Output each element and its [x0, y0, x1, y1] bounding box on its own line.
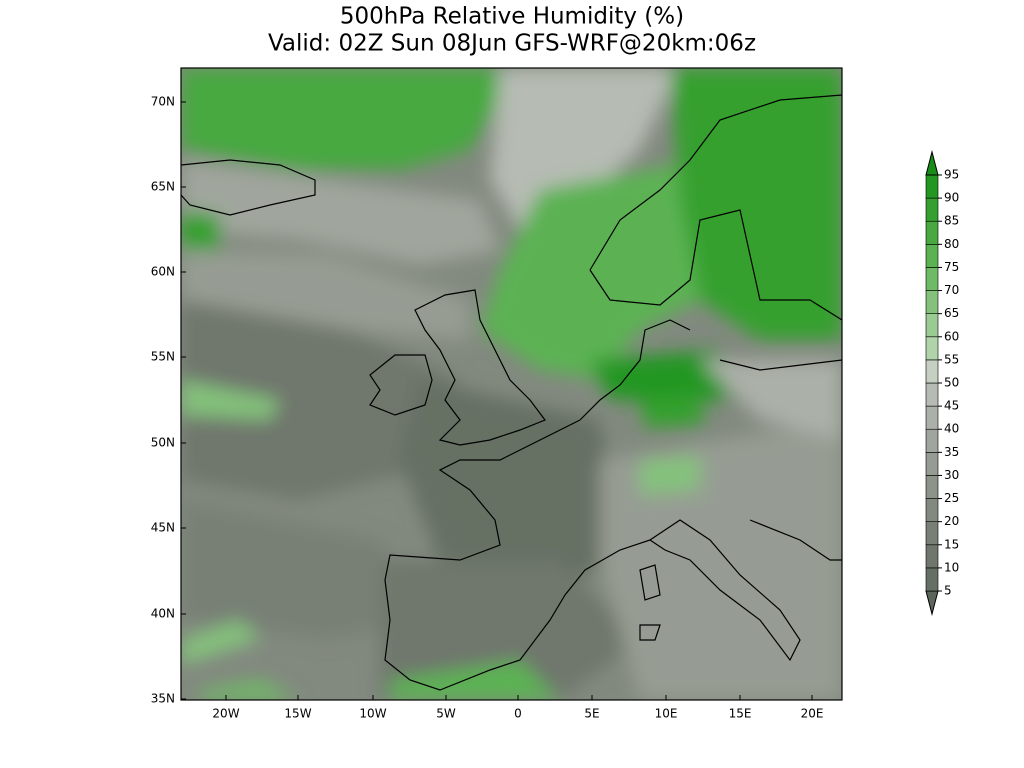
map-frame [180, 67, 843, 701]
colorbar-swatch [925, 382, 939, 407]
colorbar-label: 10 [944, 560, 959, 574]
lon-label: 5W [436, 707, 456, 721]
lat-label: 55N [151, 350, 175, 364]
colorbar-label: 50 [944, 376, 959, 390]
lon-label: 10W [359, 707, 386, 721]
lat-label: 65N [151, 180, 175, 194]
lon-label: 10E [655, 707, 678, 721]
colorbar-swatch [925, 267, 939, 291]
colorbar-swatch [925, 174, 939, 199]
axes: 70N 65N 60N 55N 50N 45N 40N 35N 20W 15W 10W 5W 0 5E 10… [151, 95, 824, 721]
colorbar-swatch [925, 498, 939, 522]
lat-label: 45N [151, 521, 175, 535]
colorbar-swatch [925, 336, 939, 361]
colorbar-swatch [925, 313, 939, 338]
lat-label: 50N [151, 436, 175, 450]
colorbar-label: 30 [944, 468, 959, 482]
colorbar-label: 15 [944, 537, 959, 551]
colorbar-label: 80 [944, 237, 959, 251]
lon-label: 5E [584, 707, 599, 721]
colorbar-label: 75 [944, 260, 959, 274]
colorbar-label: 70 [944, 283, 959, 297]
lat-label: 40N [151, 607, 175, 621]
colorbar-swatch [925, 567, 939, 592]
colorbar-label: 90 [944, 191, 959, 205]
colorbar-label: 65 [944, 306, 959, 320]
colorbar-swatch [925, 290, 939, 314]
colorbar-swatch [925, 405, 939, 430]
lon-label: 15W [284, 707, 311, 721]
colorbar-swatch [925, 544, 939, 569]
colorbar-swatch [925, 220, 939, 245]
lon-label: 20E [801, 707, 824, 721]
colorbar-swatch [925, 359, 939, 384]
lon-label: 15E [729, 707, 752, 721]
colorbar-label: 85 [944, 214, 959, 228]
colorbar-swatch [925, 428, 939, 453]
colorbar-label: 55 [944, 352, 959, 366]
colorbar-swatch [925, 475, 939, 499]
colorbar-swatch [925, 521, 939, 546]
colorbar-label: 20 [944, 514, 959, 528]
colorbar-swatch [925, 244, 939, 268]
colorbar-label: 40 [944, 422, 959, 436]
colorbar-label: 5 [944, 584, 952, 598]
colorbar-swatch [925, 149, 939, 176]
lat-label: 35N [151, 692, 175, 706]
colorbar-swatch [925, 590, 939, 617]
colorbar-swatch [925, 452, 939, 476]
lon-label: 0 [514, 707, 522, 721]
colorbar-label: 25 [944, 491, 959, 505]
colorbar-swatch [925, 197, 939, 222]
coastlines [181, 94, 842, 691]
colorbar-label: 60 [944, 329, 959, 343]
colorbar-label: 35 [944, 445, 959, 459]
title-line: 500hPa Relative Humidity (%) [340, 4, 684, 30]
colorbar-label: 45 [944, 399, 959, 413]
lon-label: 20W [212, 707, 239, 721]
colorbar-label: 95 [944, 168, 959, 182]
humidity-field [181, 68, 842, 700]
title-line: Valid: 02Z Sun 08Jun GFS-WRF@20km:06z [268, 31, 756, 57]
lat-label: 60N [151, 265, 175, 279]
lat-label: 70N [151, 95, 175, 109]
colorbar: 5 10 15 20 25 30 35 40 45 50 55 60 65 70 75 80 85 90 95 [925, 149, 959, 617]
